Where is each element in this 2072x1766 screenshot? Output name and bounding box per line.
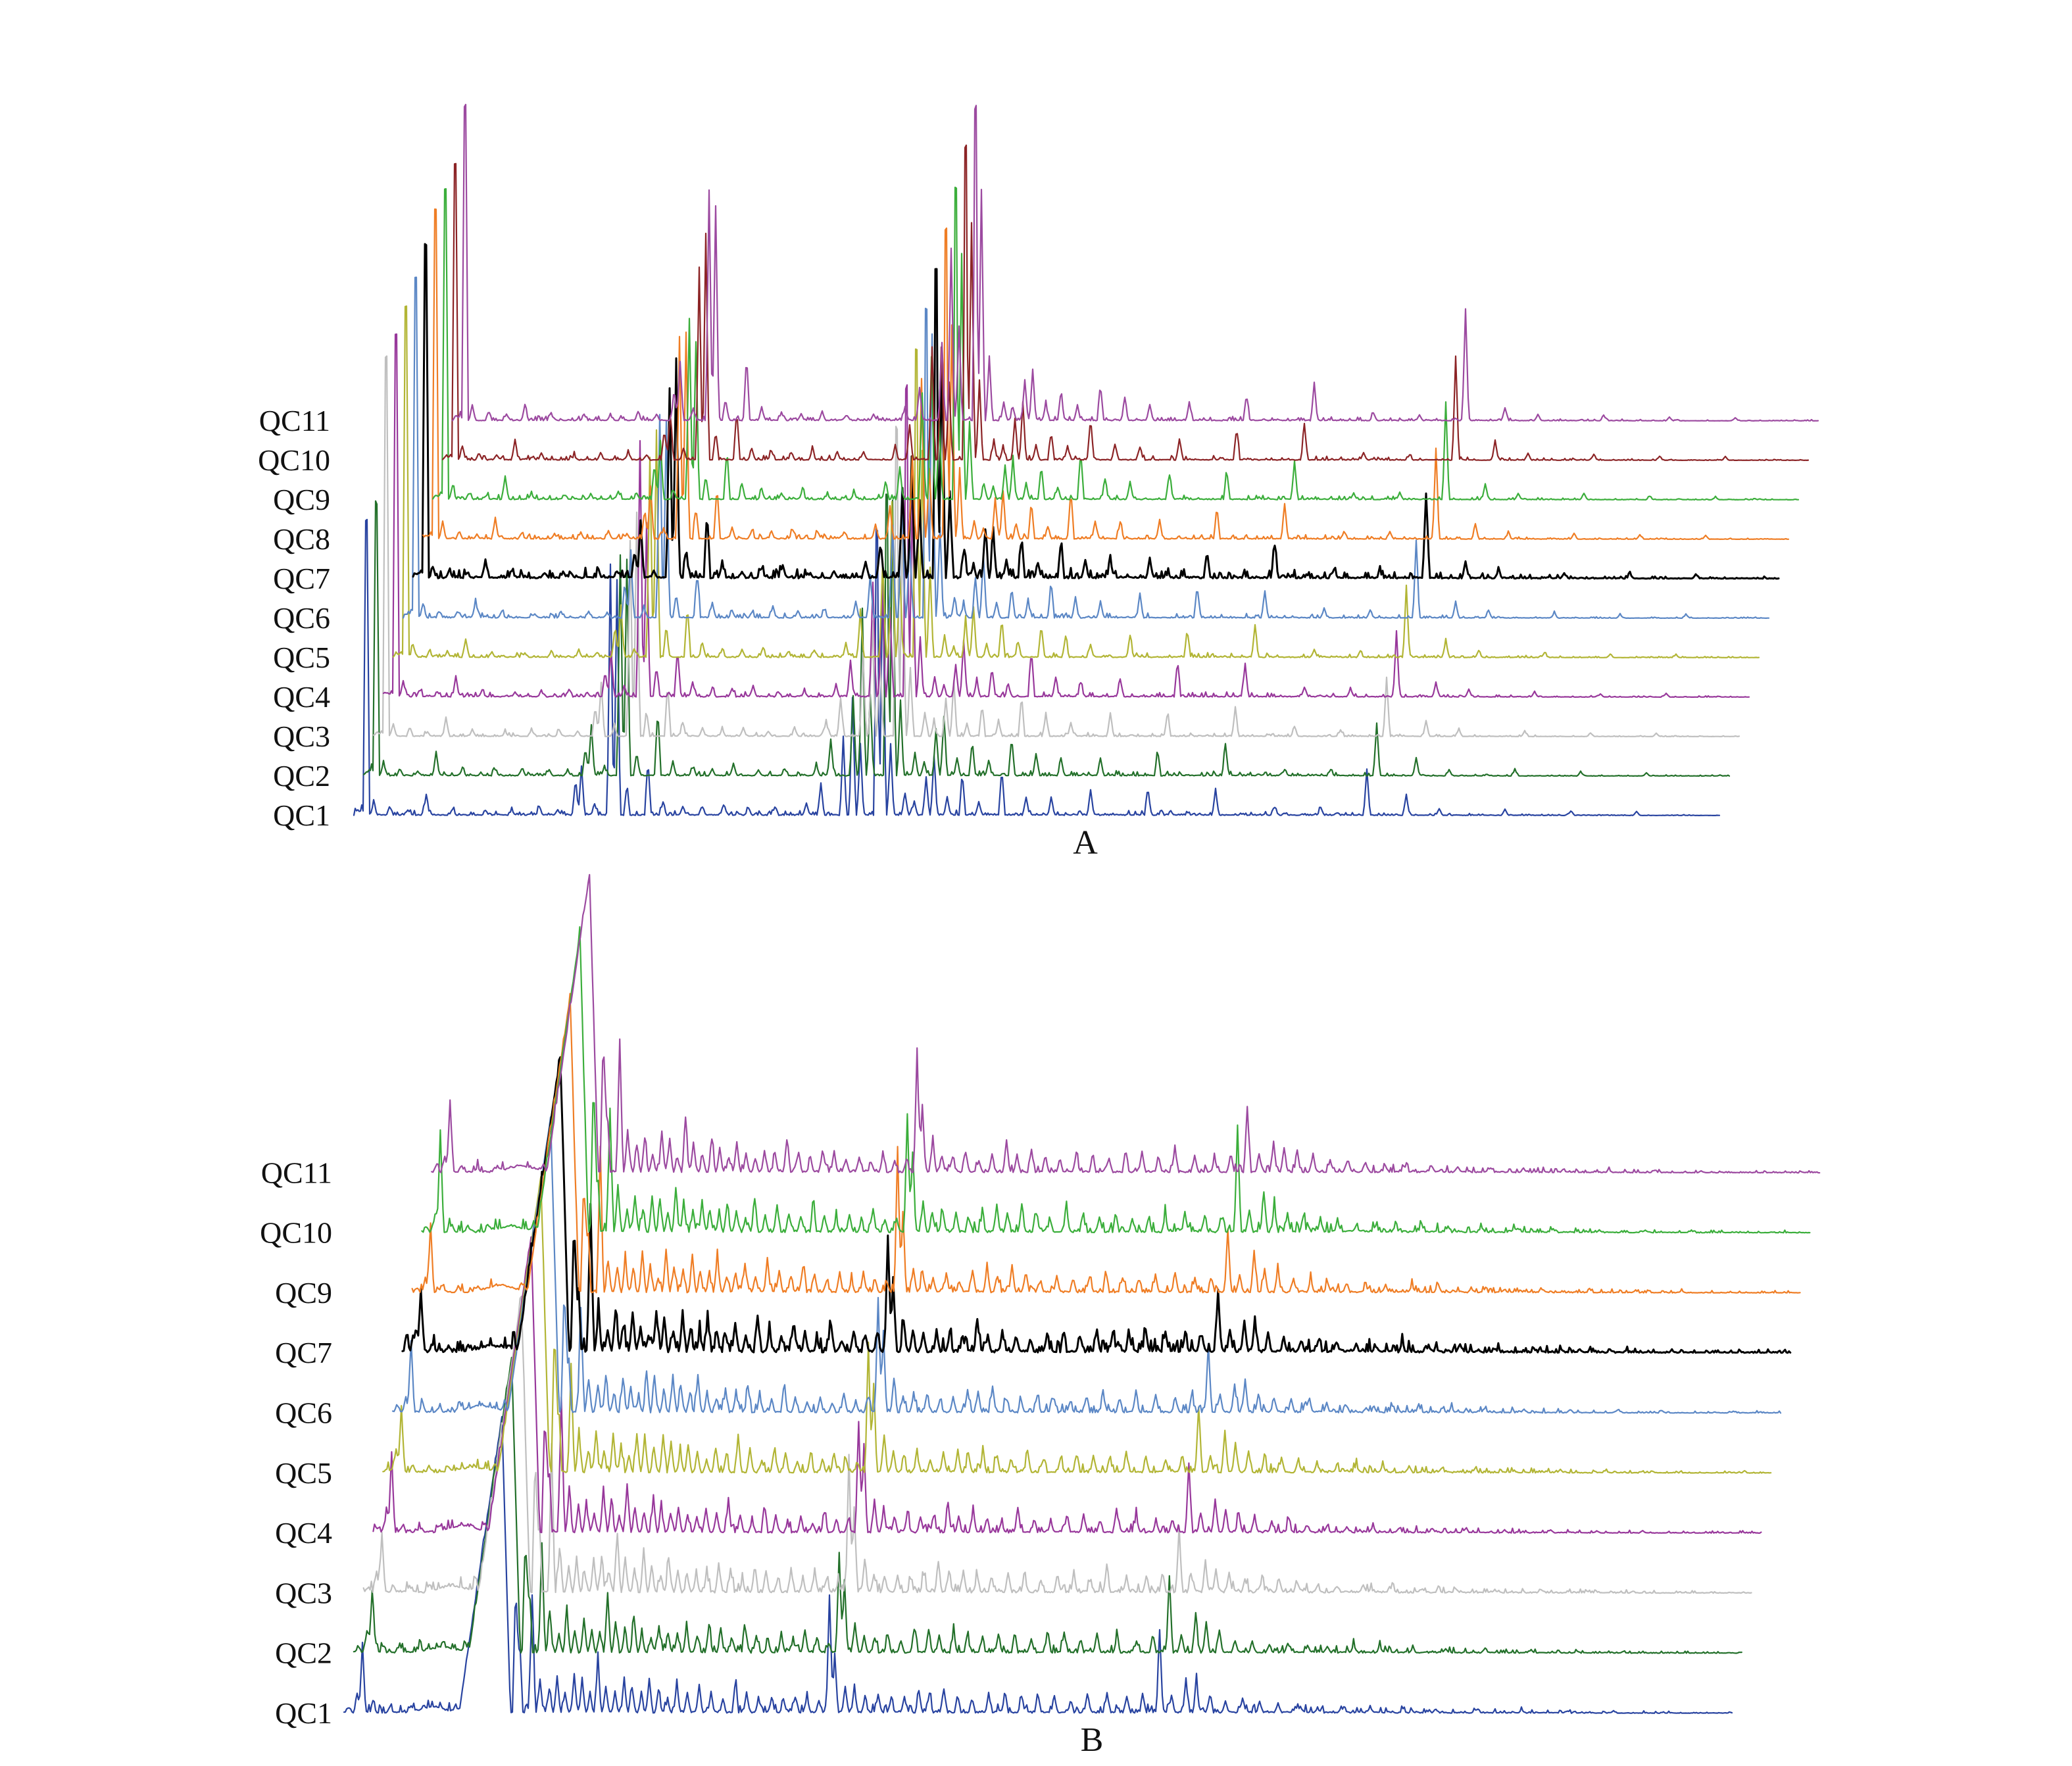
trace-B-QC4	[372, 1236, 1762, 1534]
trace-A-QC3	[372, 355, 1740, 737]
trace-A-QC2	[362, 493, 1731, 777]
trace-B-QC6	[391, 1116, 1782, 1414]
trace-A-QC9	[432, 186, 1800, 501]
trace-B-QC2	[353, 1356, 1742, 1654]
panel-a-caption: A	[1073, 824, 1098, 862]
trace-A-QC10	[441, 144, 1810, 461]
trace-A-QC4	[382, 333, 1750, 698]
trace-label-A-QC2: QC2	[273, 759, 330, 793]
trace-label-B-QC7: QC7	[275, 1336, 332, 1369]
trace-label-B-QC9: QC9	[275, 1276, 332, 1310]
trace-label-B-QC10: QC10	[260, 1216, 332, 1250]
panel-B-traces	[343, 873, 1821, 1714]
panel-b-caption: B	[1081, 1721, 1104, 1759]
trace-A-QC5	[392, 305, 1760, 658]
trace-B-QC1	[343, 1415, 1733, 1714]
trace-A-QC1	[353, 518, 1721, 816]
panel-A: QC1 QC2 QC3 QC4 QC5 QC6 QC7 QC8 QC9 QC10 QC11 A	[258, 103, 1819, 862]
trace-label-A-QC3: QC3	[273, 720, 330, 753]
trace-label-A-QC1: QC1	[273, 798, 330, 832]
trace-label-B-QC1: QC1	[275, 1696, 332, 1730]
trace-label-A-QC4: QC4	[273, 680, 330, 714]
trace-A-QC11	[451, 103, 1819, 422]
trace-B-QC3	[362, 1295, 1752, 1594]
panel-A-traces	[353, 103, 1819, 816]
trace-label-B-QC2: QC2	[275, 1636, 332, 1670]
trace-label-B-QC11: QC11	[261, 1156, 332, 1189]
trace-B-QC11	[431, 873, 1821, 1174]
trace-B-QC5	[382, 1176, 1772, 1474]
trace-label-B-QC3: QC3	[275, 1576, 332, 1609]
trace-A-QC6	[402, 276, 1770, 619]
trace-A-QC7	[412, 243, 1780, 580]
trace-label-B-QC6: QC6	[275, 1396, 332, 1430]
trace-label-A-QC8: QC8	[273, 522, 330, 556]
trace-B-QC7	[401, 1056, 1792, 1354]
trace-B-QC9	[411, 993, 1801, 1294]
trace-label-A-QC5: QC5	[273, 641, 330, 674]
panel-B-labels: QC1 QC2 QC3 QC4 QC5 QC6 QC7 QC9 QC10 QC11	[260, 1156, 332, 1730]
trace-label-A-QC9: QC9	[273, 483, 330, 516]
trace-label-B-QC4: QC4	[275, 1516, 332, 1550]
trace-A-QC8	[422, 208, 1790, 540]
panel-A-labels: QC1 QC2 QC3 QC4 QC5 QC6 QC7 QC8 QC9 QC10 QC11	[258, 404, 330, 832]
trace-label-A-QC10: QC10	[258, 443, 330, 477]
trace-B-QC10	[421, 926, 1811, 1234]
trace-label-A-QC7: QC7	[273, 562, 330, 595]
panel-B: QC1 QC2 QC3 QC4 QC5 QC6 QC7 QC9 QC10 QC11 B	[260, 873, 1821, 1759]
trace-label-A-QC11: QC11	[259, 404, 330, 437]
trace-label-A-QC6: QC6	[273, 601, 330, 635]
trace-label-B-QC5: QC5	[275, 1456, 332, 1490]
